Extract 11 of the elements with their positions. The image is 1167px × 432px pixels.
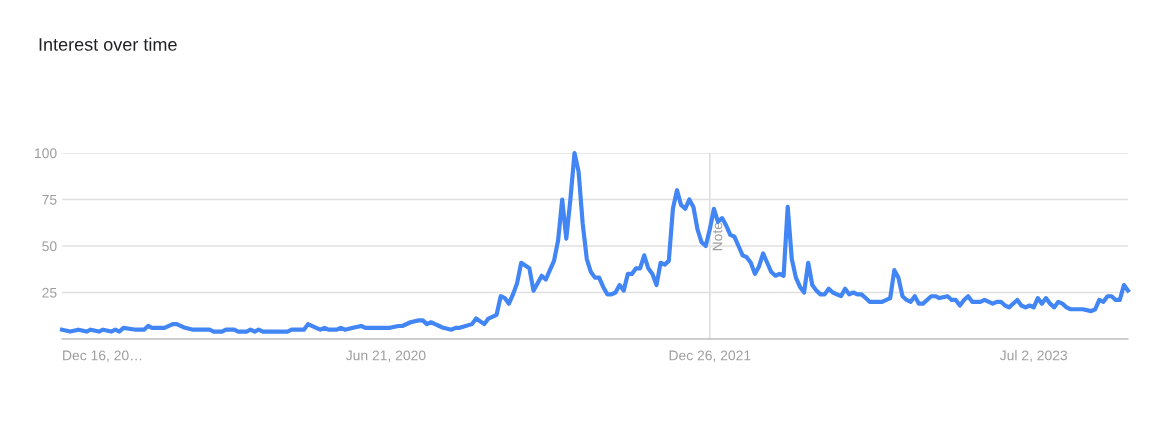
- y-tick-label: 100: [35, 148, 57, 159]
- x-tick-label: Jul 2, 2023: [999, 350, 1068, 362]
- x-tick-label: Jun 21, 2020: [345, 350, 426, 362]
- line-series: [59, 150, 1131, 334]
- x-tick-label: Dec 26, 2021: [669, 350, 751, 362]
- ref-line-label: Note: [712, 222, 723, 251]
- y-tick-label: 25: [42, 287, 57, 298]
- x-tick-label: Dec 16, 20…: [63, 350, 142, 362]
- y-tick-label: 75: [42, 194, 57, 205]
- y-tick-label: 50: [42, 241, 57, 252]
- chart-title: Interest over time: [39, 37, 177, 51]
